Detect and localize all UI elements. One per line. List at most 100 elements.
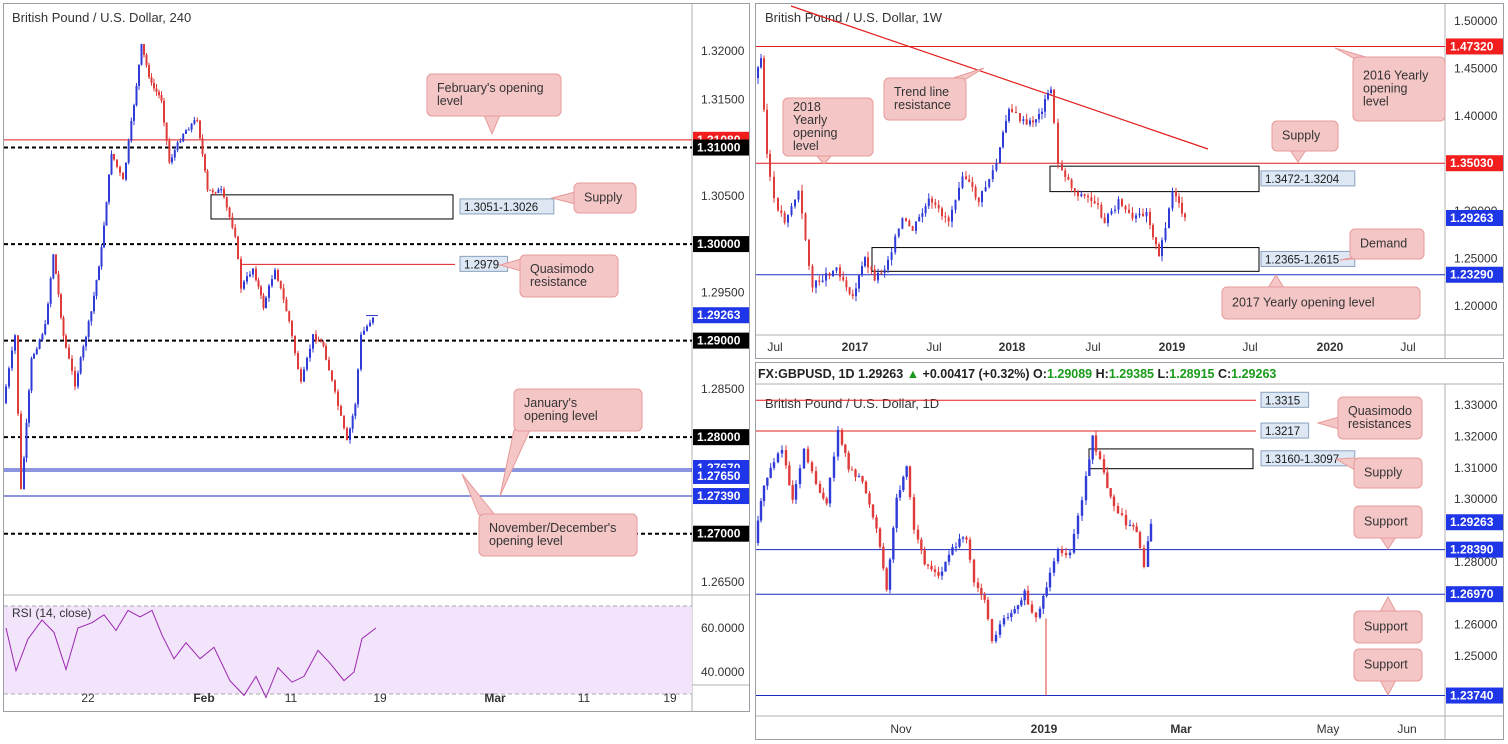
candle-4h-candle	[322, 342, 325, 347]
candle-4h-candle	[234, 227, 237, 237]
y-tick-label: 1.31500	[701, 92, 745, 106]
candle-4h-candle	[252, 268, 254, 275]
candle-4h-candle	[133, 105, 135, 121]
candle-4h-candle	[182, 133, 185, 142]
candle-weekly-candle	[897, 228, 900, 237]
callout-2017-yearly-opening-pointer	[1267, 274, 1285, 289]
callout-nov-dec-opening-box	[478, 513, 638, 557]
candle-4h-candle	[82, 346, 85, 358]
y-tick-label: 1.32000	[701, 44, 745, 58]
candle-daily-candle	[1102, 459, 1106, 473]
candle-daily-candle	[769, 467, 772, 478]
candle-weekly-candle	[861, 266, 863, 276]
candle-4h-candle	[315, 334, 317, 341]
callout-support-2: Support	[1353, 595, 1423, 644]
candle-weekly-candle	[1087, 195, 1089, 198]
candle-weekly-candle	[867, 257, 869, 268]
y-tick-label: 1.29500	[701, 285, 745, 299]
candle-weekly-candle	[1168, 208, 1170, 229]
candle-4h-candle	[265, 297, 267, 309]
quasimodo-level-label-1-bg	[1260, 391, 1310, 408]
candle-weekly-candle	[780, 210, 783, 213]
candle-4h-candle	[171, 157, 173, 163]
candle-4h-candle	[52, 254, 55, 279]
candle-daily-candle	[1120, 513, 1124, 515]
callout-demand-box	[1349, 228, 1425, 260]
candle-daily-candle	[892, 527, 895, 560]
price-tag: 1.29000	[697, 334, 741, 348]
candle-4h-candle	[294, 336, 296, 354]
x-tick-label: Jul	[1242, 340, 1257, 354]
candle-daily-candle	[802, 448, 806, 469]
candle-daily-candle	[923, 550, 926, 565]
candle-daily-candle	[1091, 435, 1094, 460]
candle-daily-candle	[1142, 547, 1146, 567]
candle-4h-candle	[65, 335, 67, 348]
candle-4h-candle	[108, 174, 110, 203]
candle-4h-candle	[8, 368, 10, 387]
candle-daily-candle	[1072, 533, 1076, 553]
price-tag-bg	[693, 429, 749, 446]
candle-4h-candle	[306, 357, 308, 370]
candle-4h-candle	[237, 236, 239, 259]
candle-daily-candle	[933, 569, 937, 572]
candle-weekly-candle	[818, 280, 821, 282]
candle-4h-candle	[204, 154, 206, 171]
callout-support-1-pointer	[1379, 536, 1397, 550]
x-tick-label: Jul	[926, 340, 941, 354]
candle-4h-candle	[30, 358, 33, 391]
candle-weekly-candle	[999, 147, 1001, 164]
callout-february-opening-text: level	[437, 94, 463, 108]
candle-4h-candle	[100, 247, 103, 267]
candle-daily-candle	[1149, 523, 1153, 542]
candle-daily-candle	[944, 561, 947, 572]
callout-2017-yearly-opening: 2017 Yearly opening level	[1221, 274, 1421, 320]
candle-daily-candle	[920, 539, 923, 551]
price-tag: 1.27650	[697, 469, 741, 483]
candle-4h-candle	[71, 358, 73, 371]
y-tick-label: 1.28500	[701, 382, 745, 396]
candle-daily-candle	[875, 517, 878, 529]
candle-weekly-candle	[815, 280, 817, 288]
candle-4h-candle	[150, 77, 153, 83]
callout-january-opening-text: January's	[524, 396, 577, 410]
candle-4h-candle	[110, 154, 113, 175]
candle-weekly-candle	[911, 226, 914, 231]
candle-weekly-candle	[1110, 210, 1113, 215]
candle-4h-candle	[14, 335, 16, 351]
candle-daily-candle	[1098, 451, 1102, 460]
candle-4h-candle	[127, 140, 130, 163]
candle-weekly-candle	[787, 214, 789, 223]
candle-4h-candle	[343, 415, 345, 429]
callout-2018-yearly-opening-text: Yearly	[793, 113, 828, 127]
candle-4h-candle	[231, 217, 234, 228]
candle-4h-candle	[199, 120, 201, 139]
y-tick-label: 1.32000	[1454, 429, 1498, 443]
candle-weekly-candle	[783, 212, 786, 223]
candle-daily-candle	[1146, 541, 1150, 567]
price-tag: 1.23290	[1450, 268, 1494, 282]
x-tick-label: 2019	[1031, 722, 1058, 736]
x-tick-label: 2017	[842, 340, 869, 354]
chart-daily-svg: FX:GBPUSD, 1D 1.29263 ▲ +0.00417 (+0.32%…	[756, 367, 1503, 739]
quasimodo-level-label-2-bg	[1260, 422, 1310, 439]
y-tick-label: 1.25000	[1454, 649, 1498, 663]
x-tick-label: May	[1317, 722, 1340, 736]
candle-daily-candle	[1026, 590, 1030, 605]
candle-weekly-candle	[1181, 202, 1183, 214]
x-tick-label: Mar	[484, 691, 506, 705]
candle-daily-candle	[1002, 618, 1006, 625]
candle-4h-candle	[11, 350, 13, 369]
candle-weekly-candle	[944, 216, 947, 218]
callout-support-3-box	[1353, 648, 1423, 682]
callout-quasimodo-text: Quasimodo	[1348, 404, 1412, 418]
candle-4h-candle	[57, 274, 60, 295]
candle-weekly-candle	[855, 288, 857, 297]
callout-2018-yearly-opening-text: 2018	[793, 100, 821, 114]
candle-4h-candle	[187, 129, 190, 131]
callout-support-3-text: Support	[1364, 658, 1408, 672]
rsi-tick-label: 60.0000	[701, 621, 745, 635]
candle-daily-candle	[806, 448, 810, 463]
candle-daily-candle	[1076, 515, 1080, 534]
